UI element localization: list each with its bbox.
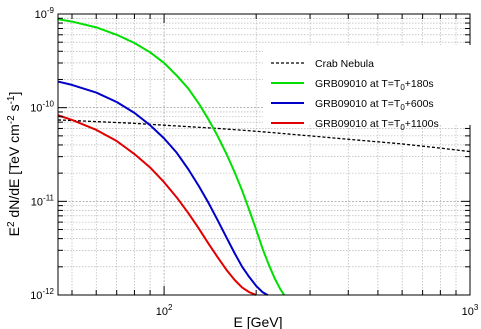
y-axis-label-part: E (6, 227, 22, 236)
y-axis-label-part: ] (6, 92, 22, 96)
y-tick-label: 10-12 (30, 287, 54, 302)
y-tick-label: 10-10 (30, 100, 54, 115)
x-axis-label: E [GeV] (233, 314, 282, 329)
y-tick-label: 10-11 (31, 193, 55, 208)
y-axis-label-sup: -2 (6, 115, 17, 124)
tick-labels: 102 103 10-12 10-11 10-10 10-9 (30, 6, 479, 318)
legend-label-grb-1100: GRB09010 at T=T0+1100s (315, 118, 439, 132)
y-tick-label: 10-9 (35, 6, 55, 21)
legend-entry-crab: Crab Nebula (271, 58, 374, 70)
x-tick-label: 102 (156, 303, 173, 318)
legend-entry-grb-1100: GRB09010 at T=T0+1100s (271, 118, 439, 132)
legend-label-crab: Crab Nebula (315, 58, 374, 70)
legend-entry-grb-180: GRB09010 at T=T0+180s (271, 78, 434, 92)
legend-entry-grb-600: GRB09010 at T=T0+600s (271, 98, 434, 112)
series-grb-1100s (57, 114, 257, 296)
series-crab-nebula (57, 119, 471, 153)
legend-background (263, 45, 473, 125)
y-axis-label-sup: 2 (6, 221, 17, 227)
y-axis-label-part: dN/dE [TeV cm (6, 124, 22, 221)
y-axis-label-part: s (6, 104, 22, 115)
x-tick-label: 103 (462, 303, 479, 318)
y-axis-label: E2 dN/dE [TeV cm-2 s-1] (6, 92, 22, 237)
legend-label-grb-600: GRB09010 at T=T0+600s (315, 98, 434, 112)
plot-frame (57, 13, 471, 296)
series-lines (57, 18, 471, 296)
legend-label-grb-180: GRB09010 at T=T0+180s (315, 78, 434, 92)
series-grb-600s (57, 80, 269, 296)
legend: Crab Nebula GRB09010 at T=T0+180s GRB090… (263, 45, 473, 132)
series-grb-180s (57, 18, 286, 296)
y-axis-label-sup: -1 (6, 95, 17, 104)
